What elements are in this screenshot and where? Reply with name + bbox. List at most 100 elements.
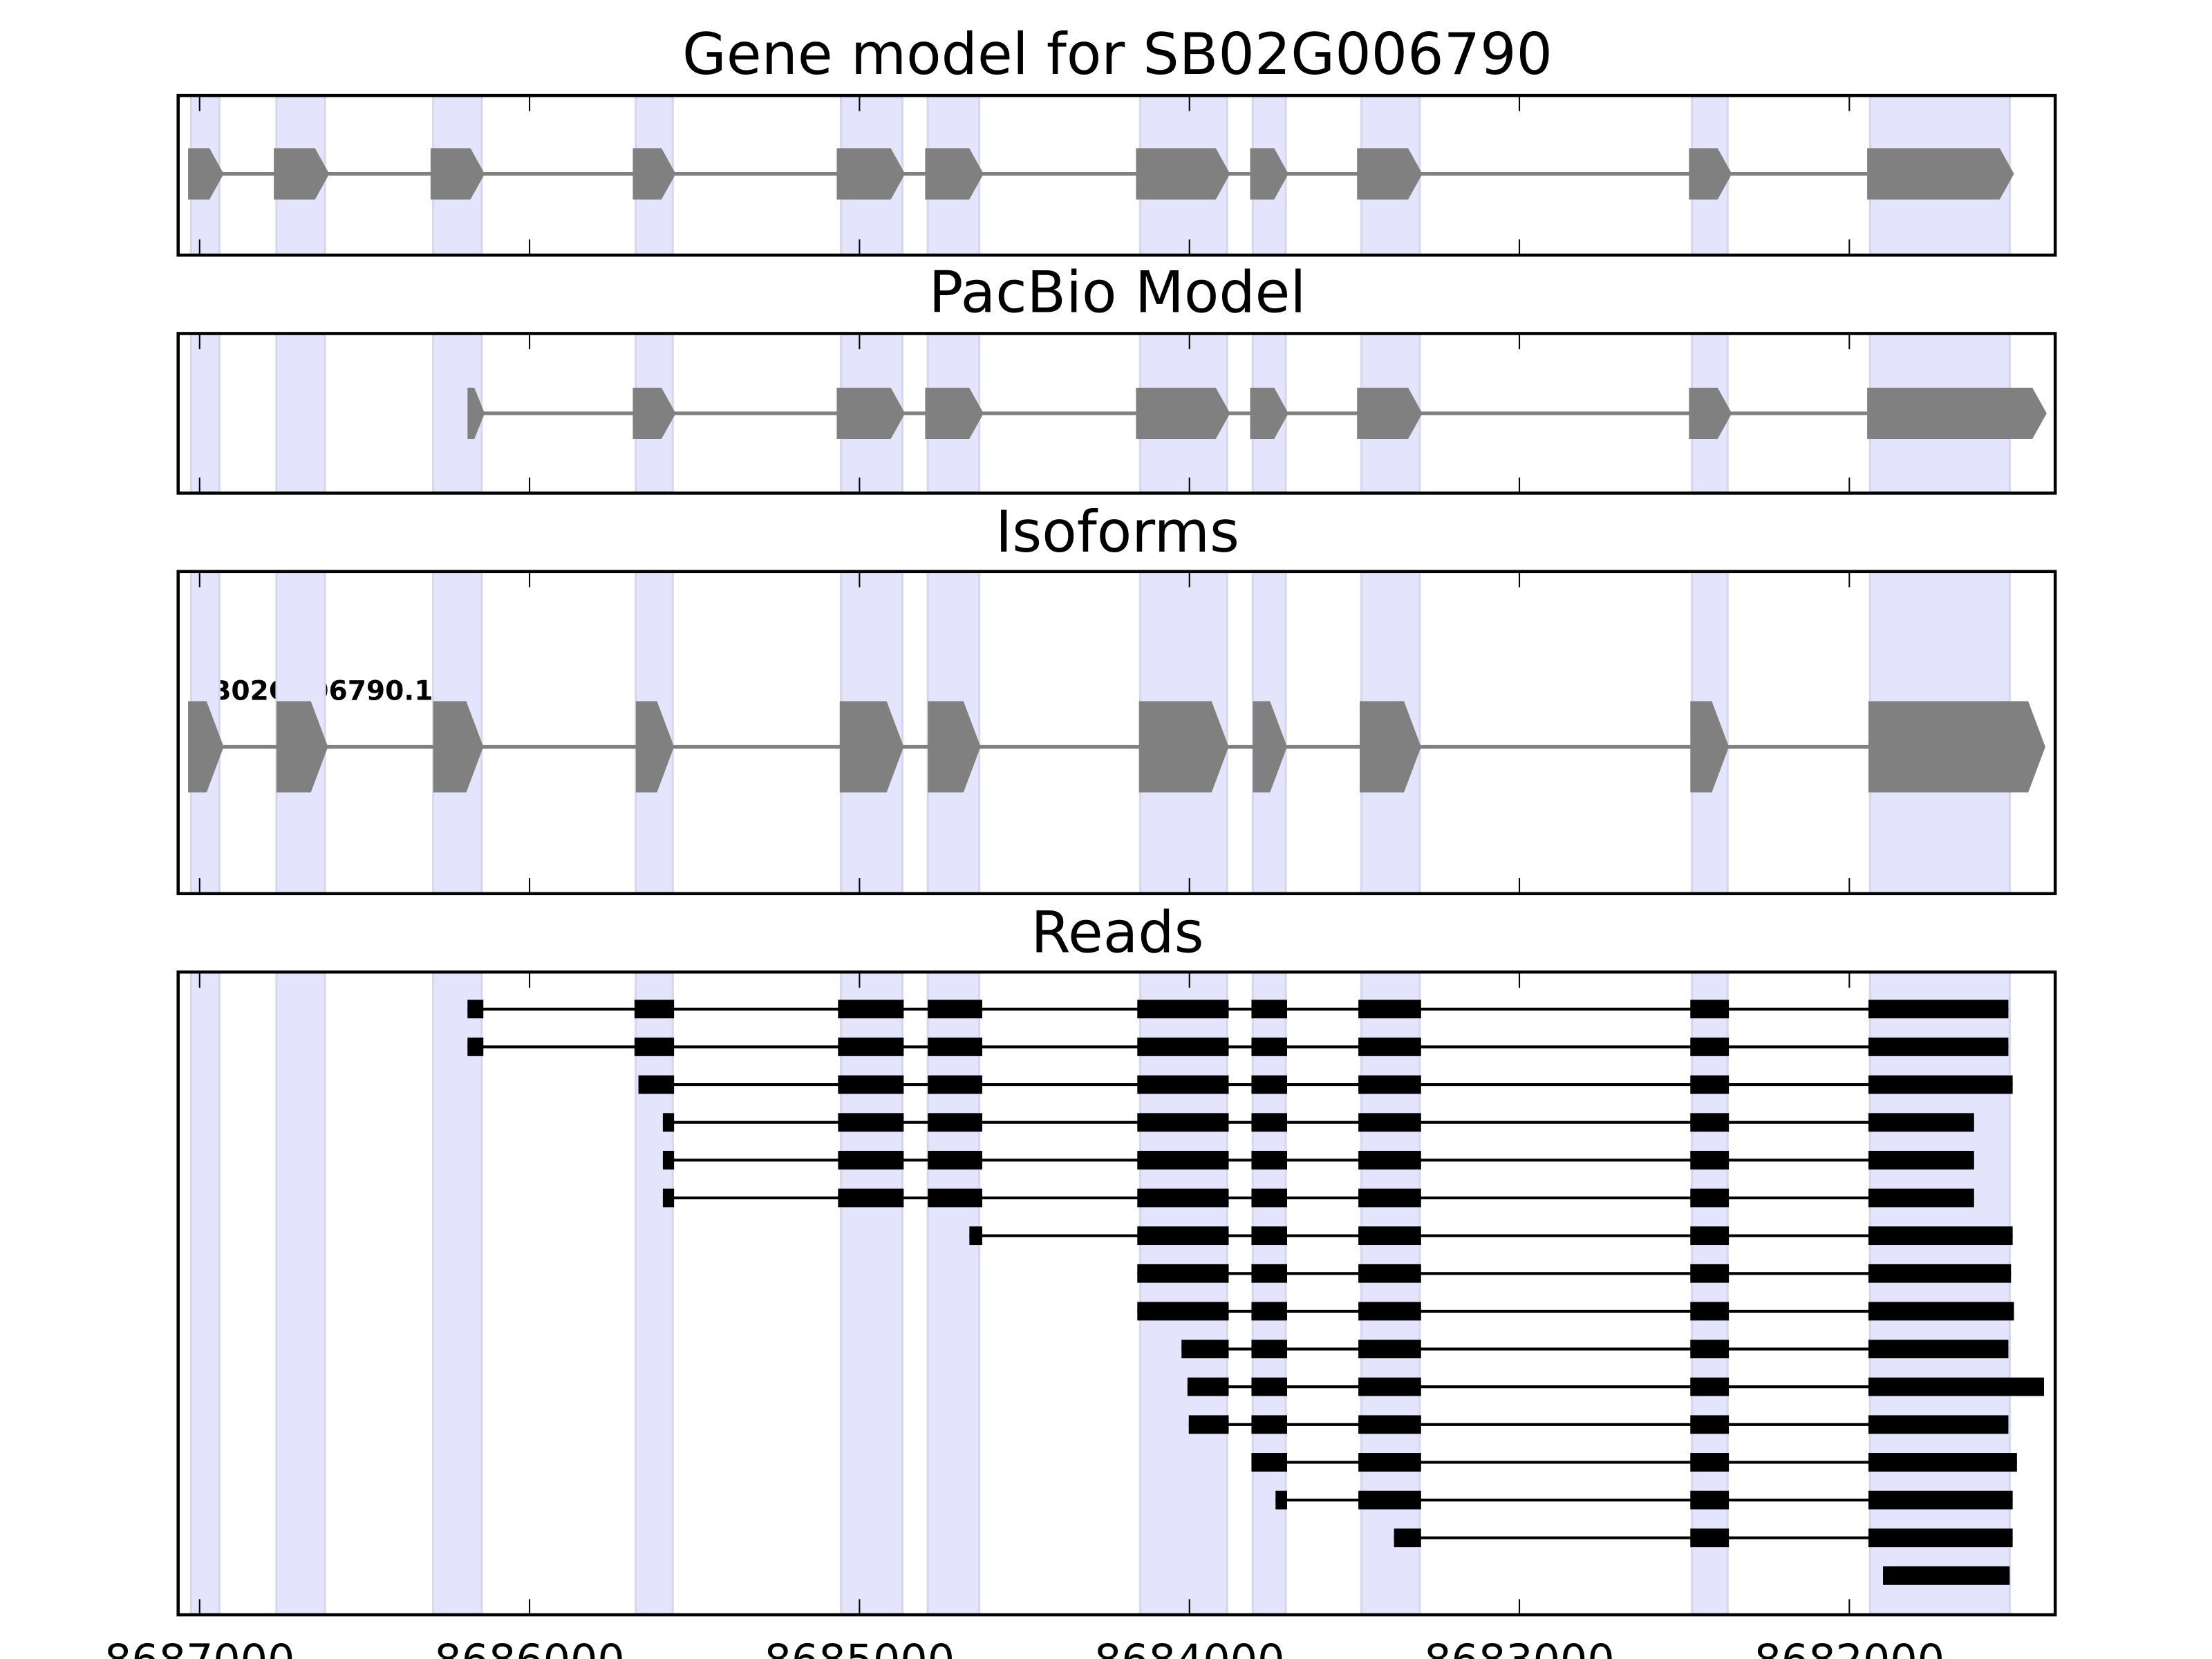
read-block [1690,1302,1730,1321]
exon-shade-pacbio [275,332,326,494]
exon-shade-reads [1139,971,1228,1616]
read-block [1690,1490,1730,1510]
exon-gene-model [274,148,330,200]
exon-shade-reads [1251,971,1287,1616]
exon-pacbio [632,387,676,440]
exon-isoforms [1360,701,1421,793]
read-block [1358,1453,1421,1472]
read-block [634,1038,675,1056]
axes-frame-gene-model [176,93,2057,257]
exon-shade-reads [432,971,483,1616]
read-block [1137,1038,1229,1056]
read-block [1188,1415,1229,1434]
read-block [1394,1528,1421,1548]
axes-frame-reads [176,970,2057,1617]
read-block [1251,1075,1287,1094]
exon-shade-reads [1360,971,1421,1616]
read-block [1251,1264,1287,1283]
read-block [467,1038,484,1056]
exon-pacbio [1136,387,1230,440]
read-block [1690,1113,1730,1132]
read-block [1358,1000,1421,1019]
read-block [1187,1377,1229,1396]
read-block [1690,1340,1730,1358]
exon-pacbio [836,387,906,440]
exon-gene-model [188,148,224,200]
read-block [1690,1038,1730,1056]
exon-pacbio [1689,387,1732,440]
read-block [1868,1377,2044,1396]
read-block [1358,1415,1421,1434]
read-block [1358,1264,1421,1283]
exon-shade-reads [1868,971,2011,1616]
exon-gene-model [925,148,984,200]
exon-gene-model [1250,148,1288,200]
exon-isoforms [1690,701,1730,793]
read-block [1137,1302,1229,1321]
panel-title-pacbio: PacBio Model [929,260,1306,326]
read-block [838,1188,904,1208]
read-block [928,1038,982,1056]
read-block [1181,1340,1229,1358]
read-block [1868,1075,2013,1094]
exon-pacbio [1357,387,1423,440]
read-block [928,1150,982,1170]
panel-title-isoforms: Isoforms [995,499,1239,565]
read-block [1868,1226,2013,1246]
read-block [1868,1150,1974,1170]
axes-frame-isoforms [176,570,2057,896]
read-block [1275,1490,1287,1510]
exon-pacbio [925,387,984,440]
read-block [1251,1453,1287,1472]
exon-isoforms [1253,701,1287,793]
x-tick-label: 8685000 [765,1635,955,1659]
exon-gene-model [1867,148,2014,200]
read-block [1358,1150,1421,1170]
read-block [838,1038,904,1056]
read-block [1137,1113,1229,1132]
read-block [1358,1490,1421,1510]
read-block [1251,1226,1287,1246]
read-block [1690,1264,1730,1283]
exon-gene-model [1357,148,1423,200]
exon-shade-reads [635,971,674,1616]
read-block [928,1075,982,1094]
read-block [1868,1188,1974,1208]
read-block [1868,1264,2012,1283]
read-block [1868,1415,2009,1434]
read-block [1137,1150,1229,1170]
read-block [1358,1075,1421,1094]
exon-pacbio [1867,387,2047,440]
read-block [1690,1415,1730,1434]
exon-shade-reads [1691,971,1729,1616]
read-block [662,1150,675,1170]
exon-shade-reads [926,971,981,1616]
read-block [1358,1302,1421,1321]
read-block [1358,1377,1421,1396]
exon-pacbio [467,387,485,440]
read-block [1251,1415,1287,1434]
exon-gene-model [1136,148,1230,200]
read-block [1690,1000,1730,1019]
read-block [1358,1188,1421,1208]
read-block [1251,1377,1287,1396]
read-block [1251,1038,1287,1056]
read-block [634,1000,675,1019]
read-block [467,1000,484,1019]
exon-shade-reads [189,971,221,1616]
read-block [928,1113,982,1132]
exon-gene-model [430,148,485,200]
exon-shade-pacbio [189,332,221,494]
read-block [1358,1226,1421,1246]
read-block [1251,1188,1287,1208]
read-block [1868,1340,2009,1358]
read-block [838,1075,904,1094]
panel-title-gene-model: Gene model for SB02G006790 [682,21,1553,88]
exon-shade-reads [840,971,903,1616]
read-block [1358,1340,1421,1358]
x-tick-label: 8682000 [1754,1635,1944,1659]
read-block [1868,1453,2017,1472]
exon-isoforms [433,701,484,793]
read-block [1137,1226,1229,1246]
